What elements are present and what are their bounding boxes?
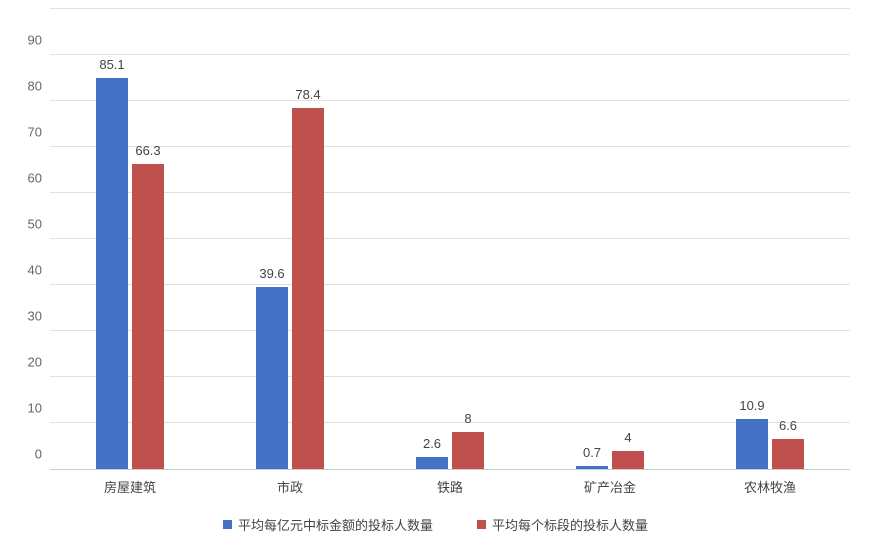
gridline [50,422,850,423]
y-tick-label: 60 [28,171,50,186]
bar-value-label: 0.7 [583,445,601,460]
bar: 10.9 [736,419,768,469]
bar-value-label: 8 [464,411,471,426]
y-tick-label: 40 [28,263,50,278]
bar-value-label: 6.6 [779,418,797,433]
legend-label: 平均每个标段的投标人数量 [492,515,648,534]
x-tick-label: 矿产冶金 [584,469,636,496]
bar-value-label: 66.3 [135,143,160,158]
legend-item: 平均每个标段的投标人数量 [477,515,648,534]
y-tick-label: 30 [28,309,50,324]
y-tick-label: 100 [20,0,50,2]
bar-value-label: 78.4 [295,87,320,102]
gridline [50,330,850,331]
y-tick-label: 50 [28,217,50,232]
y-tick-label: 80 [28,79,50,94]
gridline [50,192,850,193]
bar: 8 [452,432,484,469]
bar: 78.4 [292,108,324,469]
bar: 85.1 [96,78,128,469]
y-tick-label: 0 [35,447,50,462]
legend-swatch [477,520,486,529]
gridline [50,100,850,101]
x-tick-label: 市政 [277,469,303,496]
gridline [50,284,850,285]
x-tick-label: 农林牧渔 [744,469,796,496]
gridline [50,376,850,377]
x-tick-label: 铁路 [437,469,463,496]
grouped-bar-chart: 010203040506070809010085.166.3房屋建筑39.678… [0,0,871,540]
bar-value-label: 4 [624,430,631,445]
y-tick-label: 90 [28,33,50,48]
bar-value-label: 10.9 [739,398,764,413]
gridline [50,8,850,9]
legend: 平均每亿元中标金额的投标人数量 平均每个标段的投标人数量 [0,515,871,534]
legend-swatch [223,520,232,529]
bar: 2.6 [416,457,448,469]
bar: 66.3 [132,164,164,469]
y-tick-label: 70 [28,125,50,140]
bar: 6.6 [772,439,804,469]
y-tick-label: 20 [28,355,50,370]
bar: 4 [612,451,644,469]
y-tick-label: 10 [28,401,50,416]
gridline [50,146,850,147]
x-tick-label: 房屋建筑 [104,469,156,496]
bar-value-label: 2.6 [423,436,441,451]
bar-value-label: 85.1 [99,57,124,72]
legend-label: 平均每亿元中标金额的投标人数量 [238,515,433,534]
bar-value-label: 39.6 [259,266,284,281]
bar: 39.6 [256,287,288,469]
gridline [50,54,850,55]
legend-item: 平均每亿元中标金额的投标人数量 [223,515,433,534]
plot-area: 010203040506070809010085.166.3房屋建筑39.678… [50,10,850,470]
gridline [50,238,850,239]
